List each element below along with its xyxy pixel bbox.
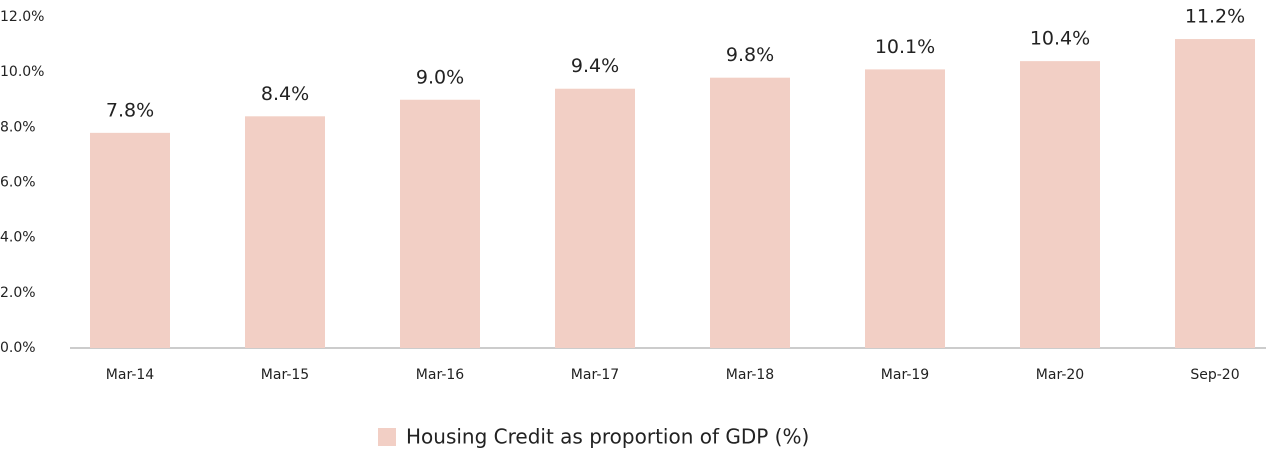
bar bbox=[400, 99, 480, 348]
data-label: 10.4% bbox=[1030, 28, 1090, 50]
x-tick-label: Mar-18 bbox=[726, 367, 774, 383]
legend-swatch bbox=[378, 428, 396, 446]
bar bbox=[90, 132, 170, 348]
x-tick-label: Mar-16 bbox=[416, 367, 464, 383]
data-label: 8.4% bbox=[261, 83, 309, 105]
bar bbox=[710, 77, 790, 348]
x-tick-label: Mar-14 bbox=[106, 367, 154, 383]
bar bbox=[555, 88, 635, 348]
y-tick-label: 12.0% bbox=[0, 9, 44, 25]
bar bbox=[245, 116, 325, 348]
x-tick-label: Mar-20 bbox=[1036, 367, 1084, 383]
legend-label: Housing Credit as proportion of GDP (%) bbox=[406, 425, 809, 449]
data-label: 9.0% bbox=[416, 66, 464, 88]
bar bbox=[1175, 39, 1255, 349]
x-tick-label: Mar-19 bbox=[881, 367, 929, 383]
y-tick-label: 4.0% bbox=[0, 230, 36, 246]
x-tick-label: Mar-15 bbox=[261, 367, 309, 383]
bar bbox=[1020, 61, 1100, 349]
y-tick-label: 0.0% bbox=[0, 340, 36, 356]
y-tick-label: 8.0% bbox=[0, 119, 36, 135]
data-label: 9.4% bbox=[571, 55, 619, 77]
data-label: 11.2% bbox=[1185, 6, 1245, 28]
x-tick-label: Sep-20 bbox=[1190, 367, 1239, 383]
y-tick-label: 6.0% bbox=[0, 175, 36, 191]
data-label: 9.8% bbox=[726, 44, 774, 66]
x-tick-label: Mar-17 bbox=[571, 367, 619, 383]
data-label: 10.1% bbox=[875, 36, 935, 58]
data-label: 7.8% bbox=[106, 99, 154, 121]
y-tick-label: 10.0% bbox=[0, 64, 44, 80]
bar bbox=[865, 69, 945, 349]
y-tick-label: 2.0% bbox=[0, 285, 36, 301]
